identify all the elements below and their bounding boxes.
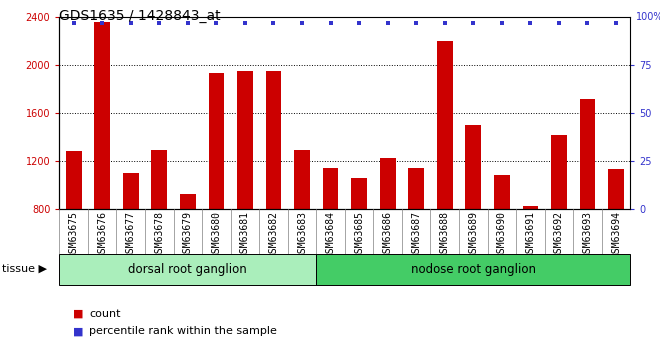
Point [268, 20, 279, 26]
Text: GSM63675: GSM63675 [69, 211, 79, 258]
Bar [294, 150, 310, 209]
Text: GSM63683: GSM63683 [297, 211, 307, 258]
Point [468, 20, 478, 26]
Text: GSM63681: GSM63681 [240, 211, 250, 258]
Bar [123, 173, 139, 209]
Text: percentile rank within the sample: percentile rank within the sample [89, 326, 277, 336]
Bar [180, 194, 196, 209]
Text: GSM63679: GSM63679 [183, 211, 193, 258]
Text: GSM63688: GSM63688 [440, 211, 449, 258]
Point [382, 20, 393, 26]
Bar [209, 73, 224, 209]
Text: nodose root ganglion: nodose root ganglion [411, 263, 536, 276]
Text: GSM63685: GSM63685 [354, 211, 364, 258]
Bar [494, 175, 510, 209]
Text: dorsal root ganglion: dorsal root ganglion [129, 263, 248, 276]
Point [411, 20, 422, 26]
Bar [316, 254, 630, 285]
Bar [237, 71, 253, 209]
Text: ■: ■ [73, 326, 83, 336]
Bar [351, 178, 367, 209]
Text: GSM63680: GSM63680 [211, 211, 221, 258]
Text: tissue ▶: tissue ▶ [2, 264, 47, 274]
Bar [409, 168, 424, 209]
Point [183, 20, 193, 26]
Text: GSM63687: GSM63687 [411, 211, 421, 258]
Point [211, 20, 222, 26]
Point [69, 20, 79, 26]
Point [325, 20, 336, 26]
Point [154, 20, 164, 26]
Text: 100%: 100% [636, 12, 660, 22]
Text: GSM63694: GSM63694 [611, 211, 621, 258]
Text: count: count [89, 309, 121, 319]
Bar [523, 206, 539, 209]
Bar [608, 169, 624, 209]
Bar [579, 99, 595, 209]
Text: GSM63692: GSM63692 [554, 211, 564, 258]
Text: GSM63678: GSM63678 [154, 211, 164, 258]
Point [125, 20, 136, 26]
Bar [551, 135, 567, 209]
Bar [437, 41, 453, 209]
Bar [379, 158, 395, 209]
Text: GSM63677: GSM63677 [126, 211, 136, 258]
Point [297, 20, 308, 26]
Point [97, 20, 108, 26]
Point [496, 20, 507, 26]
Text: GSM63682: GSM63682 [269, 211, 279, 258]
Bar [465, 125, 481, 209]
Bar [151, 150, 167, 209]
Bar [94, 22, 110, 209]
Text: GSM63691: GSM63691 [525, 211, 535, 258]
Point [440, 20, 450, 26]
Point [525, 20, 536, 26]
Text: GSM63690: GSM63690 [497, 211, 507, 258]
Bar [265, 71, 281, 209]
Point [554, 20, 564, 26]
Text: GDS1635 / 1428843_at: GDS1635 / 1428843_at [59, 9, 221, 23]
Point [582, 20, 593, 26]
Point [610, 20, 621, 26]
Point [354, 20, 364, 26]
Bar [59, 254, 316, 285]
Text: ■: ■ [73, 309, 83, 319]
Bar [323, 168, 339, 209]
Point [240, 20, 250, 26]
Text: GSM63686: GSM63686 [383, 211, 393, 258]
Text: GSM63693: GSM63693 [583, 211, 593, 258]
Bar [66, 151, 82, 209]
Text: GSM63676: GSM63676 [97, 211, 107, 258]
Text: GSM63684: GSM63684 [325, 211, 335, 258]
Text: GSM63689: GSM63689 [469, 211, 478, 258]
